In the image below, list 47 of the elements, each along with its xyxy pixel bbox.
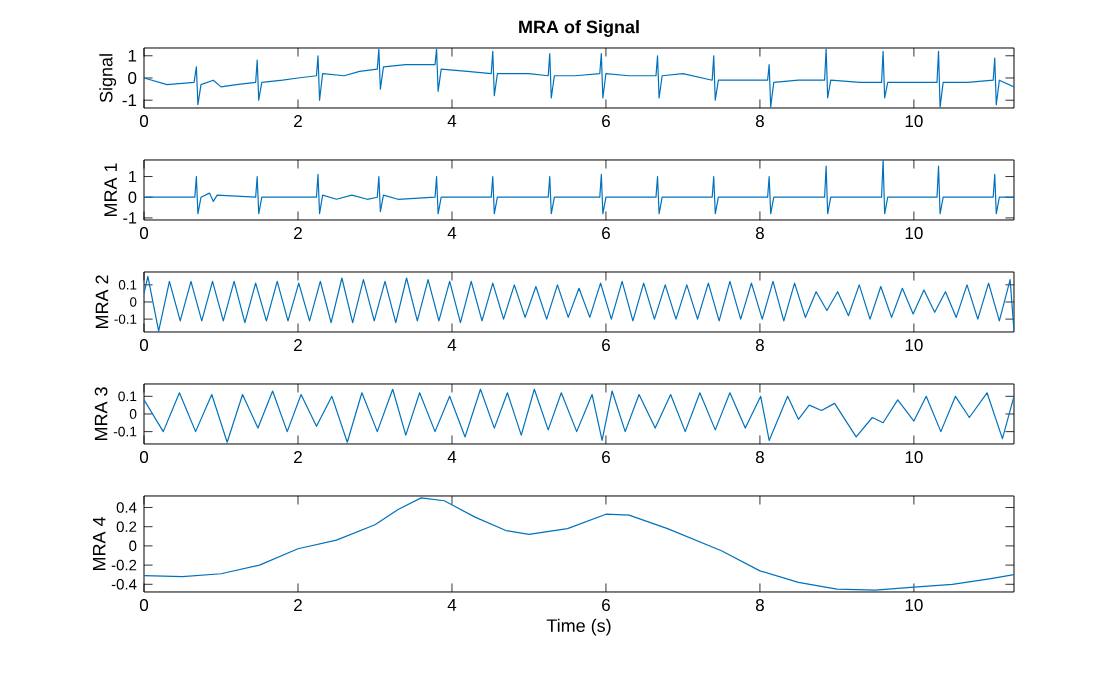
x-tick-label: 4 [447, 599, 457, 611]
x-tick-label: 4 [447, 227, 457, 239]
chart-title: MRA of Signal [519, 20, 639, 37]
x-tick-label: 10 [905, 227, 923, 240]
x-tick-label: 10 [905, 115, 923, 128]
x-tick-label: 0 [139, 451, 149, 464]
y-tick-label: 1 [128, 49, 137, 62]
x-tick-label: 10 [905, 451, 923, 464]
x-tick-label: 0 [139, 227, 149, 240]
x-tick-label: 4 [447, 339, 457, 351]
x-tick-label: 8 [755, 339, 764, 352]
x-tick-label: 6 [602, 115, 610, 128]
y-tick-label: 1 [129, 170, 137, 183]
x-tick-label: 6 [602, 227, 610, 240]
x-tick-label: 8 [755, 451, 764, 464]
line-series [144, 388, 1014, 443]
x-tick-label: 2 [294, 451, 302, 463]
line-series [144, 159, 1014, 215]
x-tick-label: 2 [294, 599, 302, 611]
y-tick-label: -1 [123, 212, 137, 224]
y-axis-title: Signal [99, 54, 117, 103]
x-tick-label: 6 [602, 339, 610, 352]
y-tick-label: 0 [128, 191, 137, 203]
x-tick-label: 0 [139, 115, 149, 128]
y-axis-title: MRA 1 [104, 163, 117, 217]
x-axis-title: Time (s) [546, 618, 611, 636]
x-tick-label: 2 [294, 227, 302, 239]
x-tick-label: 0 [139, 339, 149, 352]
line-series [144, 275, 1014, 332]
x-tick-label: 6 [602, 599, 610, 612]
x-tick-label: 8 [755, 599, 764, 612]
y-axis-title: MRA 2 [95, 275, 109, 329]
x-tick-label: 2 [294, 339, 302, 351]
x-tick-label: 10 [905, 339, 923, 352]
x-tick-label: 4 [447, 115, 457, 127]
x-tick-label: 8 [755, 227, 764, 240]
y-tick-label: 0 [128, 71, 137, 84]
x-tick-label: 0 [139, 599, 149, 612]
y-axis-title: MRA 3 [94, 387, 108, 440]
x-tick-label: 6 [602, 451, 610, 464]
line-series [144, 497, 1014, 591]
x-tick-label: 4 [447, 451, 457, 463]
x-tick-label: 10 [905, 599, 923, 612]
x-tick-label: 2 [294, 115, 302, 127]
y-tick-label: -1 [122, 94, 137, 107]
x-tick-label: 8 [755, 115, 764, 128]
y-axis-title: MRA 4 [92, 517, 106, 570]
